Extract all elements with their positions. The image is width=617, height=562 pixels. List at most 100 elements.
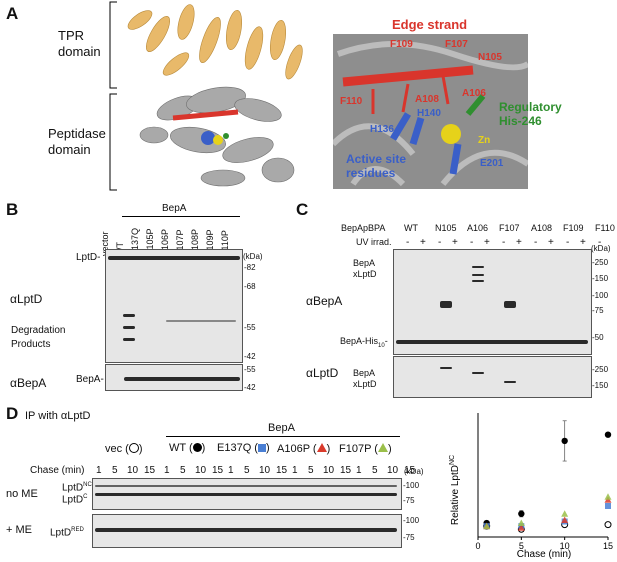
lptd-band-label: LptD- <box>76 252 101 263</box>
bepapbpa-label: BepApBPA <box>341 223 386 233</box>
residue-a108: A108 <box>415 94 439 105</box>
open-circle-icon <box>128 443 139 453</box>
plus-me-blot-d <box>92 514 402 548</box>
lane-c-a106: A106 <box>467 223 489 233</box>
uv-irrad-label: UV irrad. <box>356 237 392 247</box>
marker-c-250: -250 <box>592 258 609 267</box>
residue-f107: F107 <box>445 39 468 50</box>
lane-c-a108: A108 <box>531 223 553 233</box>
chart-point-f107p <box>517 519 525 527</box>
chart-x-tick-label: 10 <box>560 541 570 551</box>
marker-b-42-bottom: -42 <box>244 383 256 392</box>
marker-c-150: -150 <box>592 274 609 283</box>
zn-label: Zn <box>478 135 491 146</box>
marker-c-75: -75 <box>592 306 604 315</box>
lane-c-f109: F109 <box>563 223 584 233</box>
chart-x-tick-label: 15 <box>603 541 613 551</box>
marker-d-100-bottom: -100 <box>403 516 420 525</box>
uv-signs: - + - + - + - + - + - + - <box>406 237 602 248</box>
edge-strand-label: Edge strand <box>392 17 468 32</box>
chart-point-vec <box>604 521 612 529</box>
lane-c-wt: WT <box>404 223 418 233</box>
lptd-red-label: LptDRED <box>50 527 84 539</box>
panel-a-letter: A <box>6 4 19 23</box>
marker-d-100: -100 <box>403 481 420 490</box>
marker-c-50: -50 <box>592 333 604 342</box>
chart-x-axis-label: Chase (min) <box>517 549 571 560</box>
marker-d-75-bottom: -75 <box>403 533 415 542</box>
kda-unit-c: (kDa) <box>591 244 611 253</box>
filled-circle-icon <box>192 443 202 452</box>
bepa-structure-illustration <box>127 4 303 187</box>
chart-point-f107p <box>561 510 569 517</box>
domain-brackets <box>109 1 117 191</box>
no-me-blot-d <box>92 478 402 510</box>
marker-b-42: -42 <box>244 352 256 361</box>
ip-label: IP with αLptD <box>25 410 91 422</box>
lane-c-n105: N105 <box>435 223 457 233</box>
chart-point-a106p <box>561 516 569 523</box>
chart-point-wt <box>518 510 525 517</box>
kda-unit-b: (kDa) <box>243 252 263 261</box>
bepa-group-label: BepA <box>162 203 187 214</box>
marker-d-75: -75 <box>403 496 415 505</box>
active-site-label: Active site residues <box>346 152 407 180</box>
peptidase-domain-label: Peptidase domain <box>48 126 106 157</box>
marker-c-100: -100 <box>592 291 609 300</box>
chart-point-f107p <box>604 493 612 500</box>
marker-b-82: -82 <box>244 263 256 272</box>
residue-n105: N105 <box>478 52 502 63</box>
residue-e201: E201 <box>480 158 504 169</box>
bepa-xlptd-label-bottom: BepA xLptD <box>353 368 377 389</box>
residue-f110: F110 <box>340 96 363 107</box>
green-triangle-icon <box>377 443 388 452</box>
active-site-zoom <box>333 34 528 189</box>
lane-labels-c: WT N105 A106 F107 A108 F109 F110 <box>390 223 615 235</box>
chart-point-wt <box>561 437 568 445</box>
marker-b-55-bottom: -55 <box>244 365 256 374</box>
chart-x-tick-label: 5 <box>519 541 524 551</box>
residue-f109: F109 <box>390 39 413 50</box>
residue-h140: H140 <box>417 108 441 119</box>
lane-c-f110: F110 <box>595 223 615 233</box>
relative-lptdnc-chart: 0 5 10 15 Chase (min) Relative LptDNC <box>449 413 613 560</box>
bepa-band-label: BepA- <box>76 374 104 385</box>
chase-timepoints: 1 5 10 15 1 5 10 15 1 5 10 15 1 5 10 15 … <box>96 465 416 476</box>
abepa-label-c: αBepA <box>306 294 343 308</box>
chart-x-tick-label: 0 <box>475 541 480 551</box>
alptd-blot-c <box>393 356 592 398</box>
no-me-label: no ME <box>6 488 38 500</box>
residue-a106: A106 <box>462 88 486 99</box>
abepa-blot-c <box>393 249 592 355</box>
group-wt: WT () <box>169 442 206 454</box>
marker-c-150-bottom: -150 <box>592 381 609 390</box>
marker-b-68: -68 <box>244 282 256 291</box>
bepa-label-d: BepA <box>268 422 295 434</box>
chart-point-a106p <box>517 524 525 531</box>
abepa-label-b: αBepA <box>10 376 47 390</box>
panel-c-letter: C <box>296 200 309 219</box>
group-e137q: E137Q () <box>217 442 270 454</box>
blue-square-icon <box>257 444 266 452</box>
bepa-blot-b <box>105 364 243 391</box>
lane-c-f107: F107 <box>499 223 520 233</box>
group-f107p: F107P () <box>339 443 392 455</box>
lptd-blot-b <box>105 249 243 363</box>
lptd-nc-label: LptDNC <box>62 482 92 494</box>
panel-d-letter: D <box>6 404 19 423</box>
chart-y-axis-label: Relative LptDNC <box>449 455 461 525</box>
panel-b-letter: B <box>6 200 19 219</box>
group-vec: vec () <box>105 443 143 455</box>
marker-b-55: -55 <box>244 323 256 332</box>
bepa-xlptd-label-top: BepA xLptD <box>353 258 377 279</box>
alptd-label-c: αLptD <box>306 366 339 380</box>
lptd-c-label: LptDC <box>62 494 88 506</box>
bepa-rule-d <box>166 436 400 437</box>
red-triangle-icon <box>316 443 327 452</box>
plus-me-label: + ME <box>6 524 32 536</box>
chart-point-f107p <box>483 522 491 530</box>
alptd-label-b: αLptD <box>10 292 43 306</box>
tpr-domain-label: TPR domain <box>58 28 101 59</box>
bepa-group-rule <box>122 216 240 217</box>
chart-point-e137q <box>605 503 611 509</box>
